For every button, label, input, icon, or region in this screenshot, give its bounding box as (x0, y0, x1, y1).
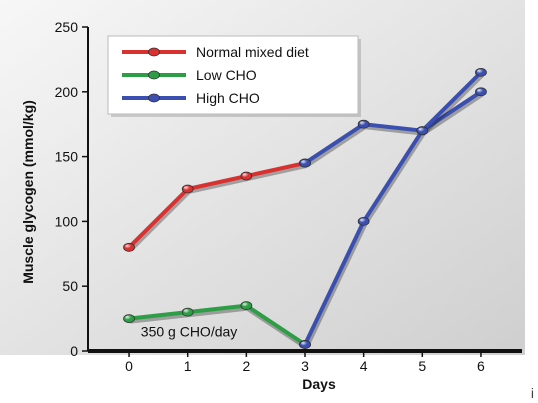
legend-swatch-marker (148, 47, 160, 57)
data-point-highlight (183, 309, 190, 314)
x-tick-label: 2 (242, 358, 250, 374)
x-tick-label: 0 (125, 358, 133, 374)
data-point-highlight (476, 69, 483, 74)
legend-swatch-marker (148, 93, 160, 103)
data-point-highlight (183, 186, 190, 190)
y-axis-title: Muscle glycogen (mmol/kg) (20, 100, 36, 284)
data-point-highlight (301, 160, 307, 165)
y-tick-label: 250 (55, 19, 79, 35)
legend-label: Low CHO (196, 67, 257, 83)
legend-label: Normal mixed diet (196, 44, 309, 60)
data-point-highlight (476, 88, 483, 93)
y-tick-label: 200 (55, 84, 79, 100)
legend-label: High CHO (196, 90, 260, 106)
x-axis-title: Days (302, 376, 336, 392)
data-point-highlight (242, 173, 249, 178)
data-point-highlight (242, 302, 249, 307)
data-point-highlight (418, 127, 425, 132)
y-tick-label: 150 (55, 149, 79, 165)
legend-swatch-marker (148, 70, 160, 80)
x-tick-label: 6 (477, 358, 485, 374)
info-glyph: i (530, 385, 534, 401)
x-tick-label: 3 (301, 358, 309, 374)
y-tick-label: 100 (55, 213, 79, 229)
x-tick-label: 4 (360, 358, 368, 374)
x-tick-label: 5 (418, 358, 426, 374)
series-line-shadow (127, 162, 307, 252)
data-point-highlight (359, 121, 366, 126)
annotation-text: 350 g CHO/day (141, 324, 238, 340)
y-tick-label: 0 (70, 343, 78, 359)
series-line-1 (128, 303, 307, 347)
series-line-3 (303, 70, 483, 346)
series-line-0 (127, 161, 306, 249)
data-point-highlight (125, 244, 132, 249)
series-line-2 (303, 90, 483, 165)
y-tick-label: 50 (62, 278, 78, 294)
x-tick-label: 1 (184, 358, 192, 374)
data-point-highlight (301, 341, 307, 346)
data-point-highlight (125, 315, 132, 320)
data-point-highlight (359, 218, 366, 223)
